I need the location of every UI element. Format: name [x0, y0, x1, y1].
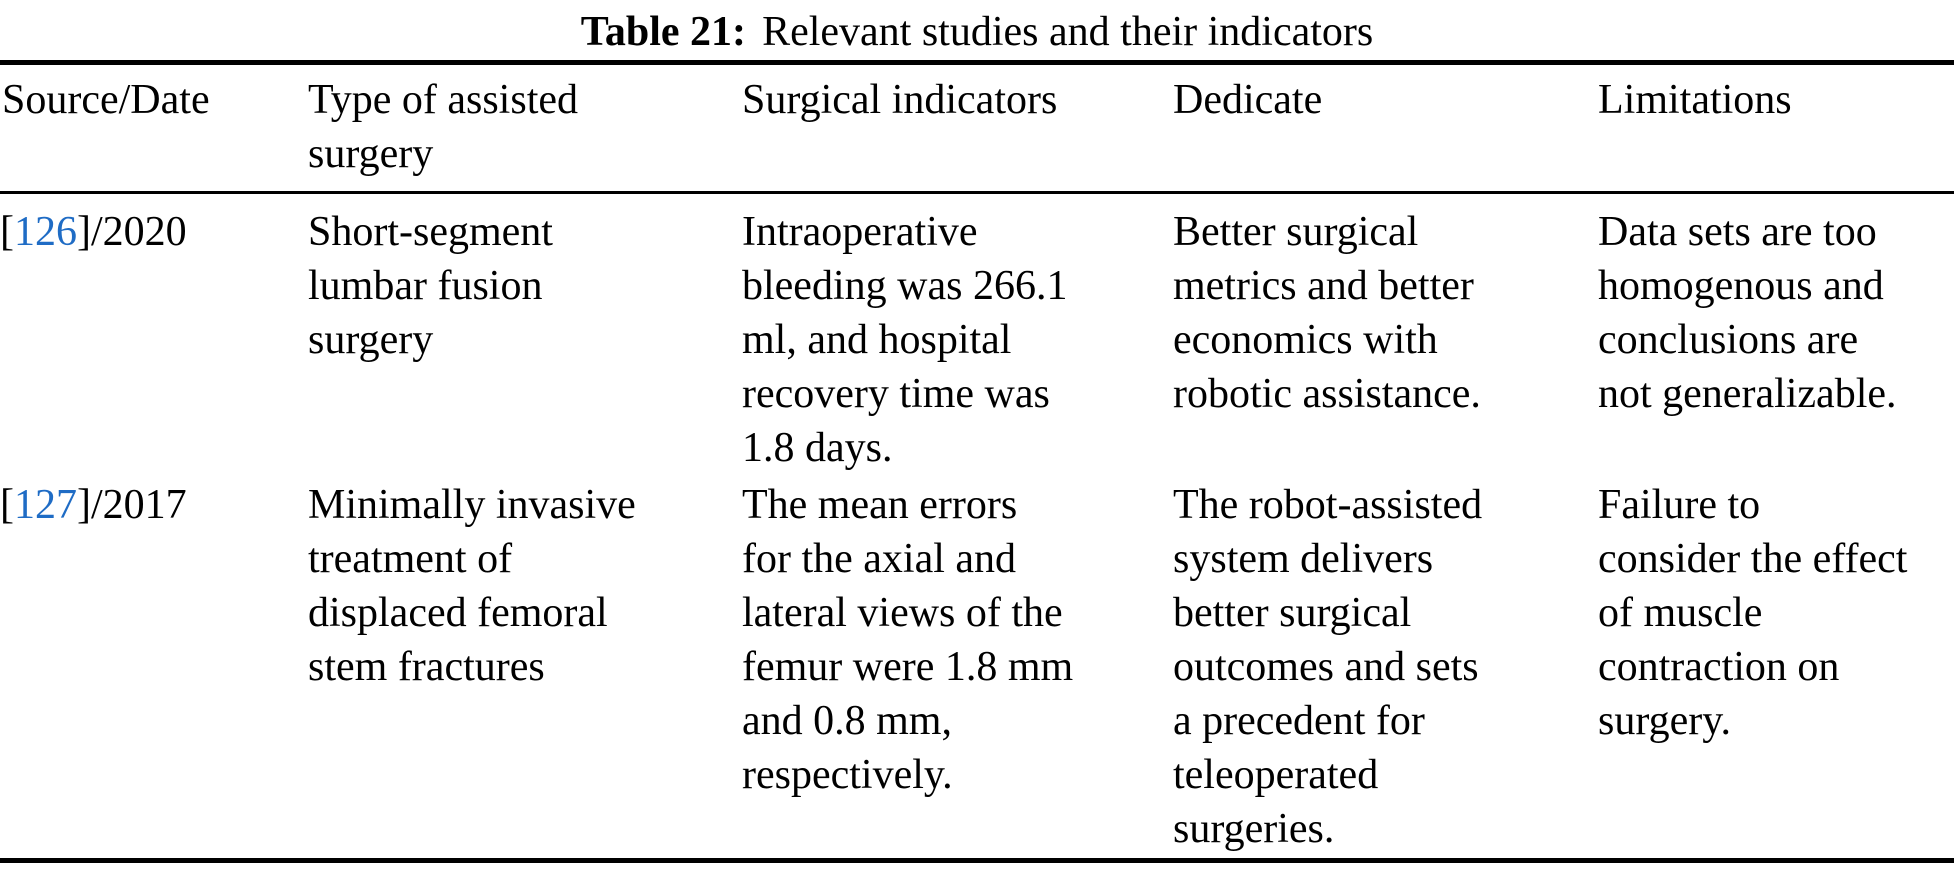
table-caption: Table 21: Relevant studies and their indi…	[0, 0, 1954, 60]
table-header-row: Source/Date Type of assisted surgery Sur…	[0, 62, 1954, 194]
citation-bracket-close-date: ]/2017	[77, 482, 187, 528]
citation-link[interactable]: 127	[14, 482, 77, 528]
studies-table: Source/Date Type of assisted surgery Sur…	[0, 60, 1954, 863]
cell-surgery-type: Minimally invasive treatment of displace…	[308, 482, 636, 690]
cell-limitations: Data sets are too homogenous and conclus…	[1598, 209, 1897, 417]
column-header-source-date: Source/Date	[0, 62, 308, 194]
cell-source-date: [127]/2017	[0, 477, 308, 861]
column-header-surgical-indicators: Surgical indicators	[742, 62, 1173, 194]
cell-surgery-type: Short-segment lumbar fusion surgery	[308, 209, 553, 363]
column-header-dedicate: Dedicate	[1173, 62, 1598, 194]
table-caption-label: Table 21:	[580, 9, 747, 55]
column-header-surgery-type: Type of assisted surgery	[308, 62, 742, 194]
column-header-limitations: Limitations	[1598, 62, 1954, 194]
table-row: [126]/2020 Short-segment lumbar fusion s…	[0, 193, 1954, 478]
citation-bracket-open: [	[0, 209, 14, 255]
cell-limitations: Failure to consider the effect of muscle…	[1598, 482, 1908, 744]
table-row: [127]/2017 Minimally invasive treatment …	[0, 477, 1954, 861]
cell-surgical-indicators: The mean errors for the axial and latera…	[742, 482, 1074, 798]
cell-surgical-indicators: Intraoperative bleeding was 266.1 ml, an…	[742, 209, 1068, 471]
cell-source-date: [126]/2020	[0, 193, 308, 478]
cell-dedicate: Better surgical metrics and better econo…	[1173, 209, 1481, 417]
citation-link[interactable]: 126	[14, 209, 77, 255]
cell-dedicate: The robot-assisted system delivers bette…	[1173, 482, 1483, 852]
table-caption-text: Relevant studies and their indicators	[762, 9, 1374, 55]
citation-bracket-close-date: ]/2020	[77, 209, 187, 255]
citation-bracket-open: [	[0, 482, 14, 528]
